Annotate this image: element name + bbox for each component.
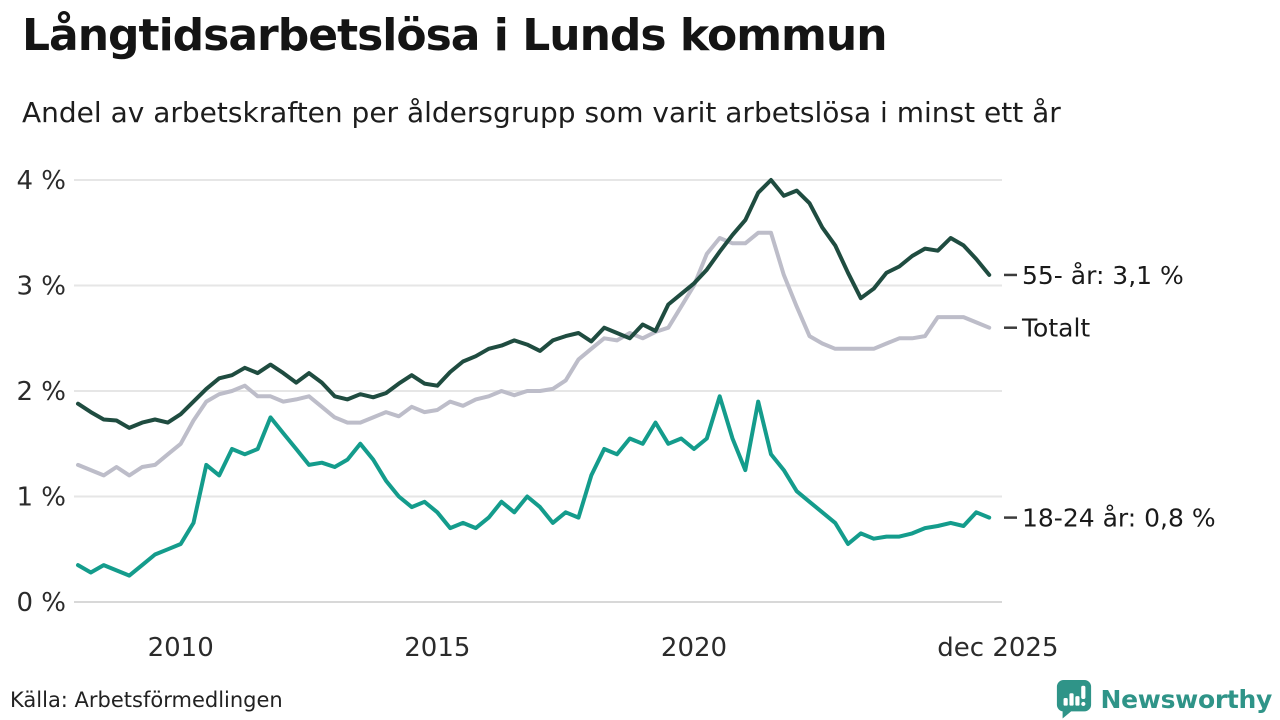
x-tick-label: dec 2025 bbox=[937, 633, 1058, 663]
source-note: Källa: Arbetsförmedlingen bbox=[10, 688, 283, 712]
page-title: Långtidsarbetslösa i Lunds kommun bbox=[22, 10, 888, 61]
series-end-label: Totalt bbox=[1021, 314, 1090, 343]
x-tick-label: 2015 bbox=[404, 633, 470, 663]
series-end-label: 55- år: 3,1 % bbox=[1022, 261, 1184, 290]
bar-chart-speech-bubble-icon bbox=[1056, 680, 1091, 719]
brand-name: Newsworthy bbox=[1100, 684, 1273, 714]
y-tick-label: 2 % bbox=[16, 377, 66, 407]
y-tick-label: 4 % bbox=[16, 166, 66, 196]
y-tick-label: 0 % bbox=[16, 588, 66, 618]
series-end-label: 18-24 år: 0,8 % bbox=[1022, 504, 1216, 533]
y-tick-label: 1 % bbox=[16, 483, 66, 513]
series-line-18-24 år bbox=[76, 394, 992, 578]
page-subtitle: Andel av arbetskraften per åldersgrupp s… bbox=[22, 96, 1061, 129]
x-tick-label: 2010 bbox=[148, 633, 214, 663]
series-line-55- år bbox=[76, 178, 992, 430]
series-line-Totalt bbox=[76, 230, 992, 478]
x-tick-label: 2020 bbox=[661, 633, 727, 663]
y-tick-label: 3 % bbox=[16, 272, 66, 302]
brand-logo: Newsworthy bbox=[1055, 678, 1273, 720]
